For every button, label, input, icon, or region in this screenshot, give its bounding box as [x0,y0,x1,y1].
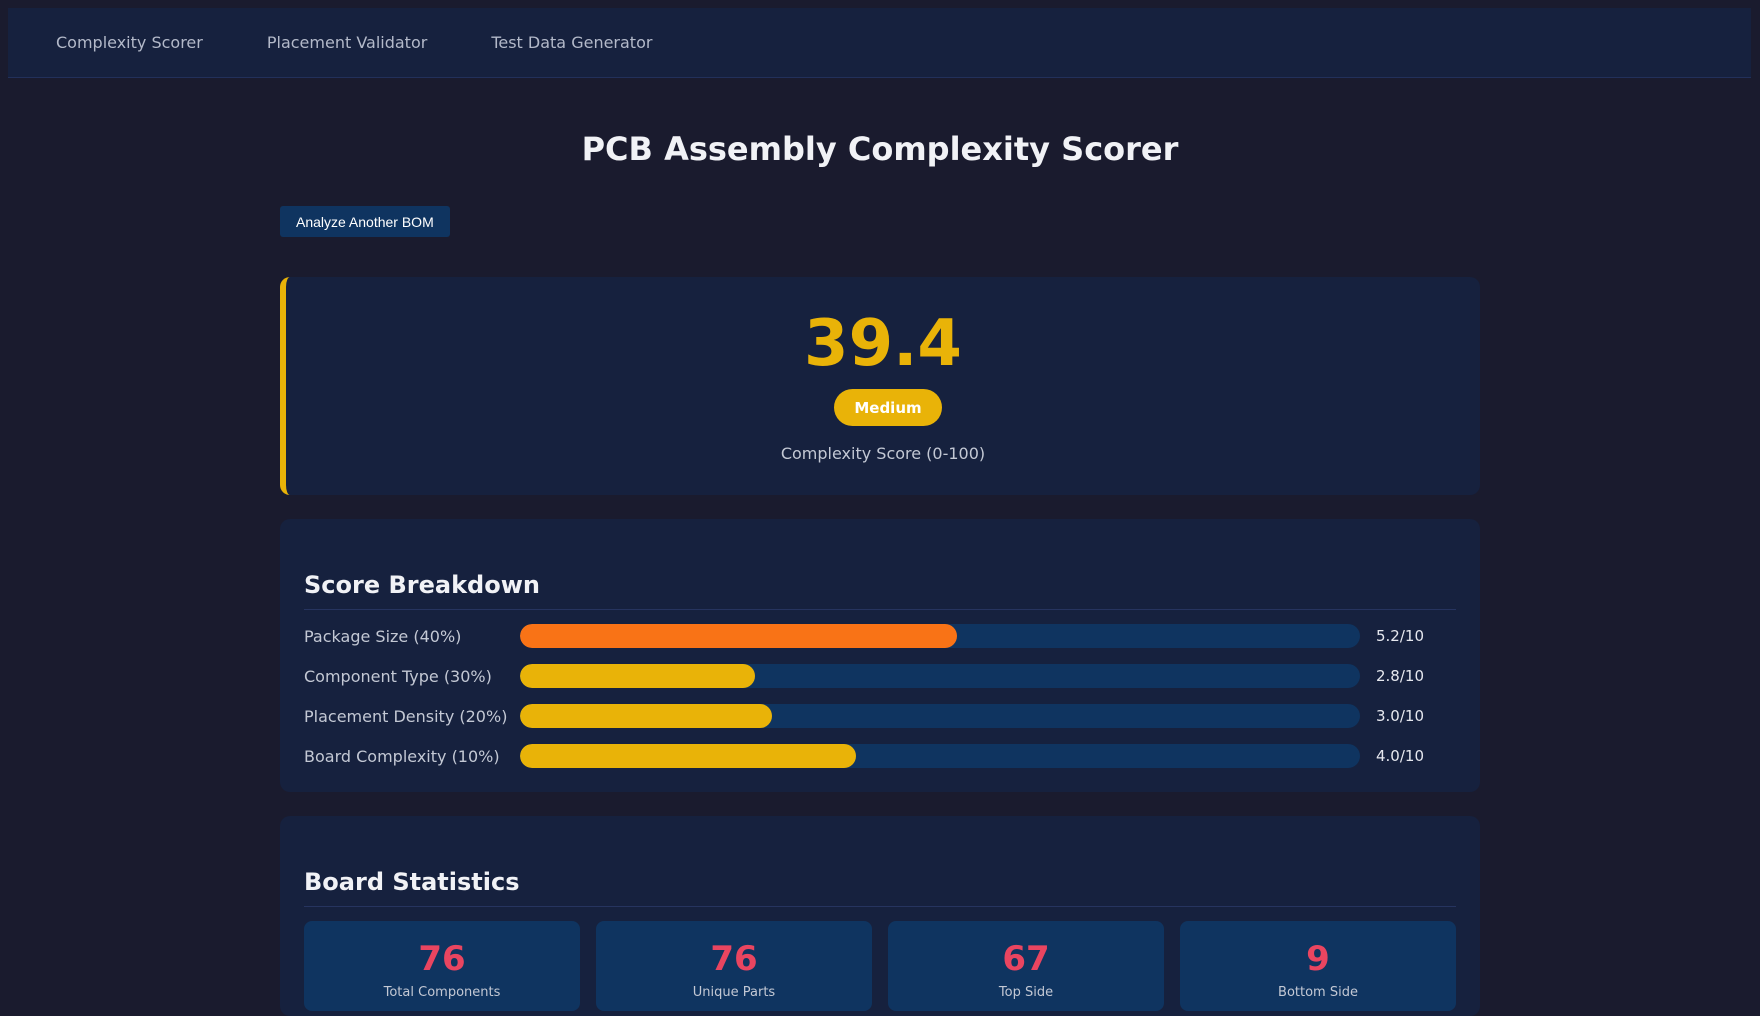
complexity-level-badge: Medium [834,389,942,426]
breakdown-bar-track [520,664,1360,688]
stat-card-top-side: 67 Top Side [888,921,1164,1011]
stat-card-unique-parts: 76 Unique Parts [596,921,872,1011]
score-breakdown-title: Score Breakdown [304,571,1456,610]
stat-grid: 76 Total Components 76 Unique Parts 67 T… [304,921,1456,1011]
tab-complexity-scorer[interactable]: Complexity Scorer [56,33,203,52]
tab-test-data-generator[interactable]: Test Data Generator [491,33,653,52]
stat-card-bottom-side: 9 Bottom Side [1180,921,1456,1011]
board-statistics-title: Board Statistics [304,868,1456,907]
breakdown-row-component-type: Component Type (30%) 2.8/10 [304,664,1456,688]
breakdown-value: 5.2/10 [1376,627,1424,645]
stat-value: 67 [1002,939,1050,979]
complexity-score-label: Complexity Score (0-100) [780,444,986,463]
breakdown-bar-fill [520,664,756,688]
breakdown-row-board-complexity: Board Complexity (10%) 4.0/10 [304,744,1456,768]
stat-label: Top Side [998,985,1054,1000]
analyze-another-bom-button[interactable]: Analyze Another BOM [280,206,450,237]
breakdown-bar-fill [520,624,957,648]
breakdown-label: Board Complexity (10%) [304,746,500,766]
breakdown-row-package-size: Package Size (40%) 5.2/10 [304,624,1456,648]
breakdown-value: 2.8/10 [1376,667,1424,685]
stat-label: Unique Parts [692,985,776,1000]
stat-label: Bottom Side [1278,985,1358,1000]
breakdown-label: Package Size (40%) [304,626,462,646]
breakdown-bar-fill [520,744,856,768]
page-title: PCB Assembly Complexity Scorer [581,130,1179,168]
complexity-score-value: 39.4 [804,307,962,381]
score-card: 39.4 Medium Complexity Score (0-100) [280,277,1480,495]
tab-placement-validator[interactable]: Placement Validator [266,33,428,52]
breakdown-label: Placement Density (20%) [304,706,508,726]
breakdown-bar-fill [520,704,772,728]
stat-value: 9 [1306,939,1330,979]
stat-card-total-components: 76 Total Components [304,921,580,1011]
board-statistics-panel: Board Statistics 76 Total Components 76 … [280,816,1480,1016]
breakdown-bar-track [520,704,1360,728]
breakdown-row-placement-density: Placement Density (20%) 3.0/10 [304,704,1456,728]
stat-value: 76 [710,939,758,979]
stat-label: Total Components [383,985,501,1000]
breakdown-bar-track [520,744,1360,768]
breakdown-value: 4.0/10 [1376,747,1424,765]
score-breakdown-panel: Score Breakdown Package Size (40%) 5.2/1… [280,519,1480,792]
stat-value: 76 [418,939,466,979]
breakdown-bar-track [520,624,1360,648]
breakdown-label: Component Type (30%) [304,666,492,686]
top-nav: Complexity Scorer Placement Validator Te… [8,8,1751,78]
breakdown-value: 3.0/10 [1376,707,1424,725]
